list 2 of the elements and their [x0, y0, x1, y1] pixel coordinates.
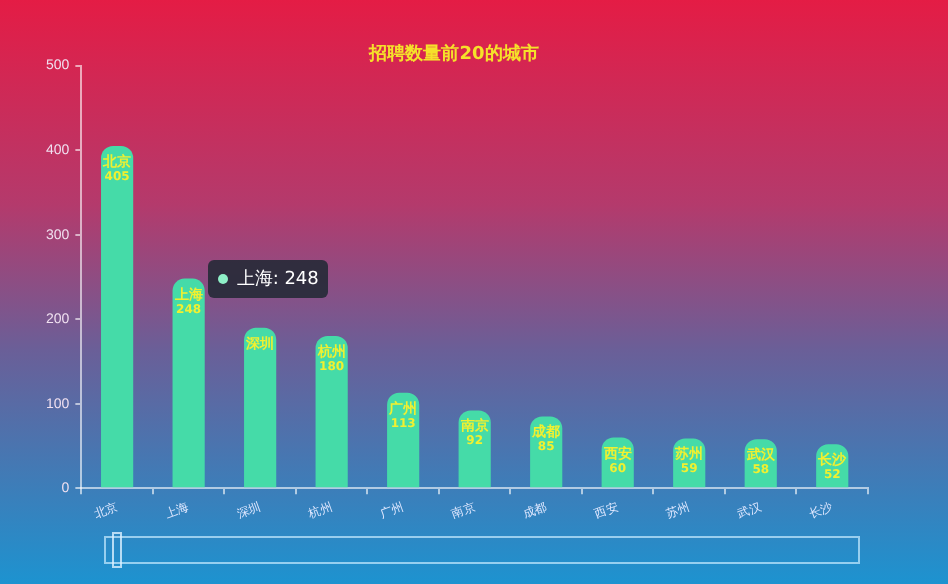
chart-title: 招聘数量前20的城市 — [367, 43, 539, 66]
annotation: 上海: 248 — [236, 269, 319, 290]
